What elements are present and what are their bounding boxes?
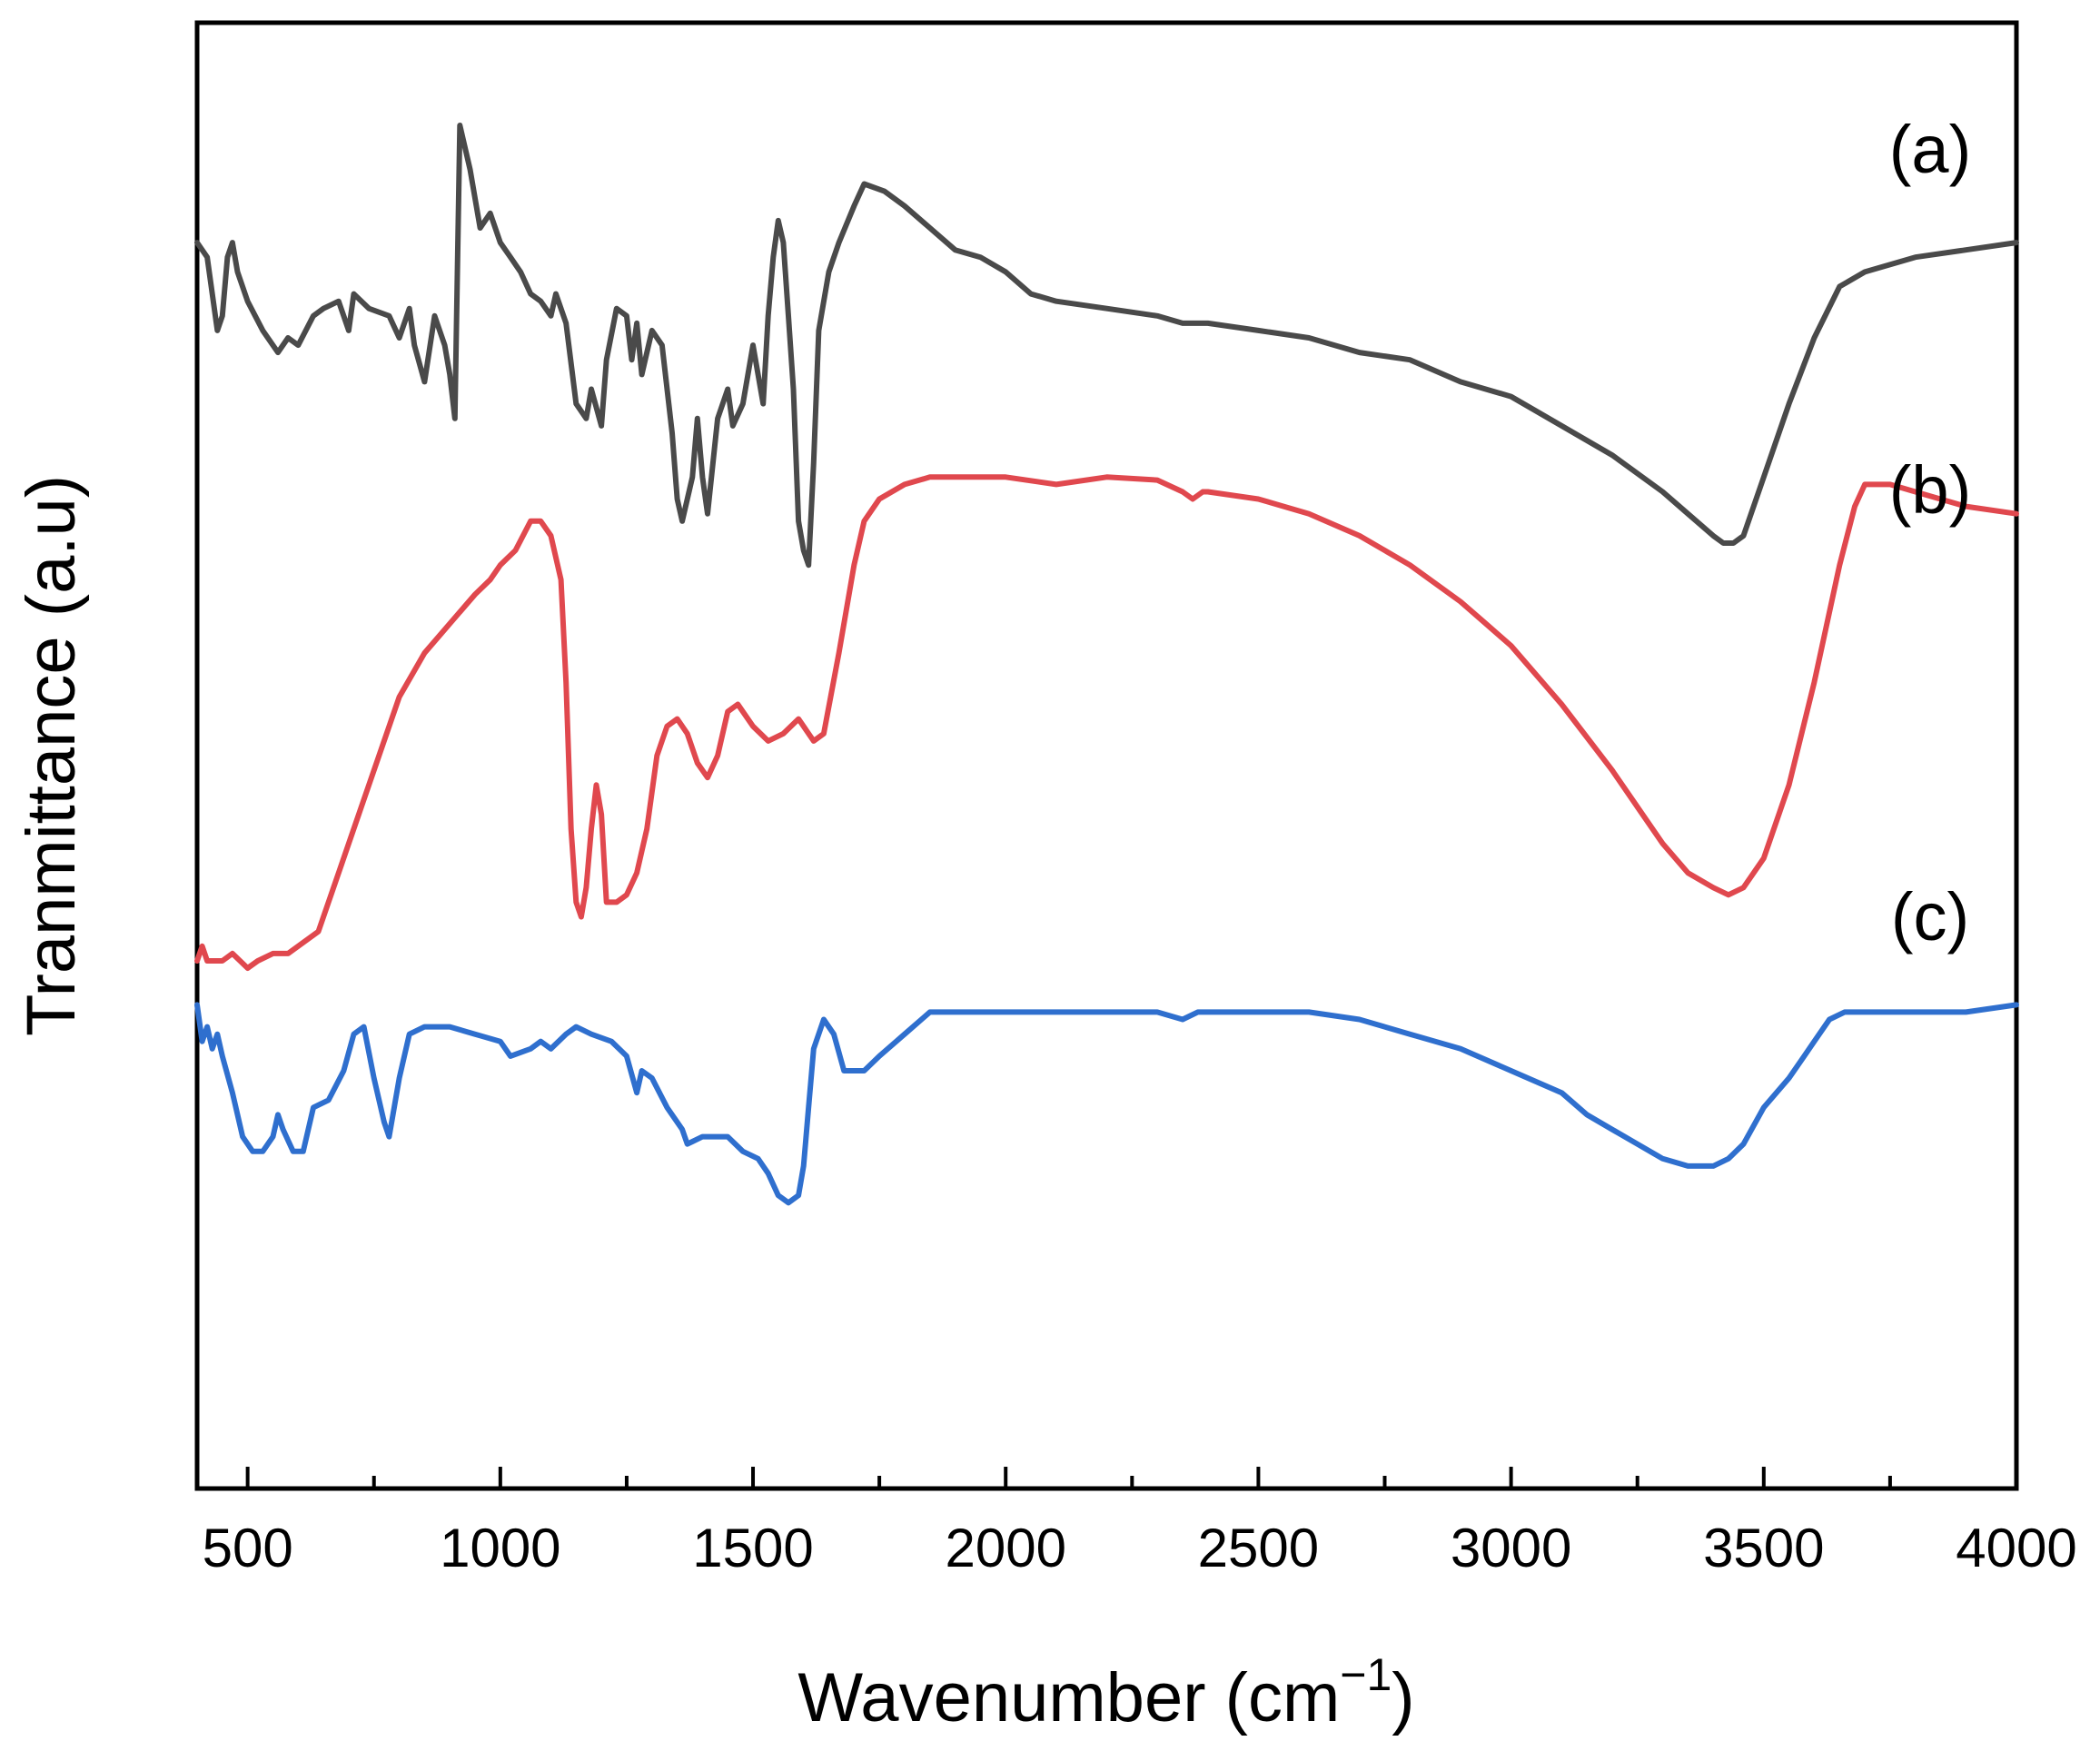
series-line-c [194,1002,2019,1206]
x-axis-title-close: ) [1392,1659,1414,1736]
y-axis-title: Tranmittance (a.u) [13,475,90,1036]
x-minor-ticks [371,1476,1892,1489]
plot-frame [194,20,2019,1491]
x-axis-title-superscript: −1 [1340,1649,1392,1700]
series-label-c: (c) [1891,879,1969,955]
series-line-a [194,123,2019,569]
x-tick-label-2000: 2000 [945,1518,1065,1578]
series-line-b [194,474,2019,971]
series-layer [194,123,2019,1206]
x-tick-label-2500: 2500 [1198,1518,1319,1578]
x-axis-title-text: Wavenumber (cm [797,1659,1340,1736]
x-axis-title: Wavenumber (cm−1) [797,1649,1414,1736]
x-tick-labels: 500 1000 1500 2000 2500 3000 3500 4000 [203,1518,2077,1578]
x-tick-label-4000: 4000 [1956,1518,2076,1578]
x-tick-label-1000: 1000 [440,1518,560,1578]
x-tick-label-3500: 3500 [1703,1518,1824,1578]
x-tick-label-3000: 3000 [1451,1518,1571,1578]
series-label-b: (b) [1889,452,1971,528]
x-tick-label-1500: 1500 [692,1518,813,1578]
x-major-ticks [245,1467,2018,1489]
series-label-a: (a) [1889,112,1971,187]
series-labels: (a) (b) (c) [1889,112,1971,955]
x-tick-label-500: 500 [203,1518,293,1578]
